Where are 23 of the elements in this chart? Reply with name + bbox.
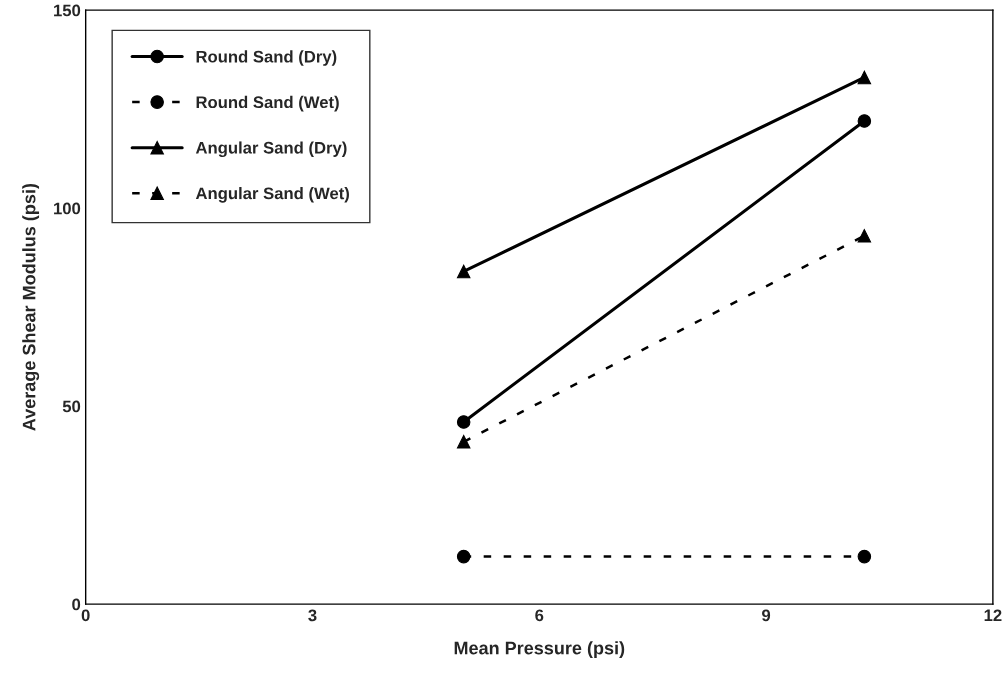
x-tick-label: 12 <box>984 609 1002 622</box>
y-tick-label: 0 <box>72 598 81 611</box>
point <box>456 549 471 564</box>
point <box>857 70 872 85</box>
legend-label: Round Sand (Wet) <box>196 95 339 112</box>
y-axis-title: Average Shear Modulus (psi) <box>22 183 40 431</box>
x-tick-label: 9 <box>762 609 771 622</box>
point <box>456 264 471 279</box>
legend-label: Angular Sand (Dry) <box>195 141 347 158</box>
y-tick-label: 150 <box>54 4 81 17</box>
legend-label: Angular Sand (Wet) <box>195 187 349 203</box>
point <box>456 435 471 449</box>
y-tick-label: 50 <box>62 400 81 413</box>
point <box>857 229 872 243</box>
x-tick-label: 0 <box>81 609 90 622</box>
point <box>857 114 872 128</box>
x-tick-label: 3 <box>308 609 317 622</box>
point <box>857 549 872 564</box>
point <box>456 415 471 429</box>
y-tick-label: 100 <box>54 202 81 215</box>
legend-label: Round Sand (Dry) <box>196 50 337 66</box>
x-tick-label: 6 <box>535 609 544 622</box>
x-axis-title: Mean Pressure (psi) <box>454 641 625 659</box>
